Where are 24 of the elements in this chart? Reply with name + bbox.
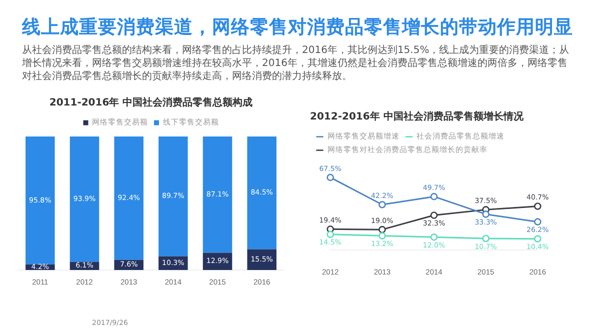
text: 从社会消费品零售总额的结构来看，网络零售的占比持续提升，2016年，其比例达到15.5%，线上成为重要的消费渠道；从增长情况来看，网络零售交易额增速维持在较高水平，2016年，其增速仍然是社会消费品零售总额增速的两倍多，网络零售对社会消费品零售总额增长的贡献率持续走高，网络消费的潜力持续释放。 xyxy=(22,44,570,83)
bar xyxy=(158,136,188,256)
bar xyxy=(247,249,276,270)
point xyxy=(378,226,386,234)
point xyxy=(482,210,490,218)
point xyxy=(430,233,438,241)
chart-title: 2012-2016年 中国社会消费品零售额增长情况 xyxy=(310,110,524,123)
bar xyxy=(247,136,276,250)
point xyxy=(534,235,542,242)
chart-title: 2011-2016年 中国社会消费品零售总额构成 xyxy=(49,96,253,109)
point xyxy=(534,202,542,210)
point xyxy=(326,174,334,182)
bar xyxy=(202,136,232,253)
point xyxy=(430,212,438,219)
point xyxy=(378,200,386,208)
bar xyxy=(70,136,100,262)
point xyxy=(534,218,542,226)
point xyxy=(482,234,490,242)
bar xyxy=(114,136,144,260)
point xyxy=(326,230,334,238)
text: 线上成重要消费渠道，网络零售对消费品零售增长的带动作用明显 xyxy=(22,16,573,39)
point xyxy=(430,192,438,200)
point xyxy=(378,232,386,240)
bar xyxy=(26,136,55,264)
